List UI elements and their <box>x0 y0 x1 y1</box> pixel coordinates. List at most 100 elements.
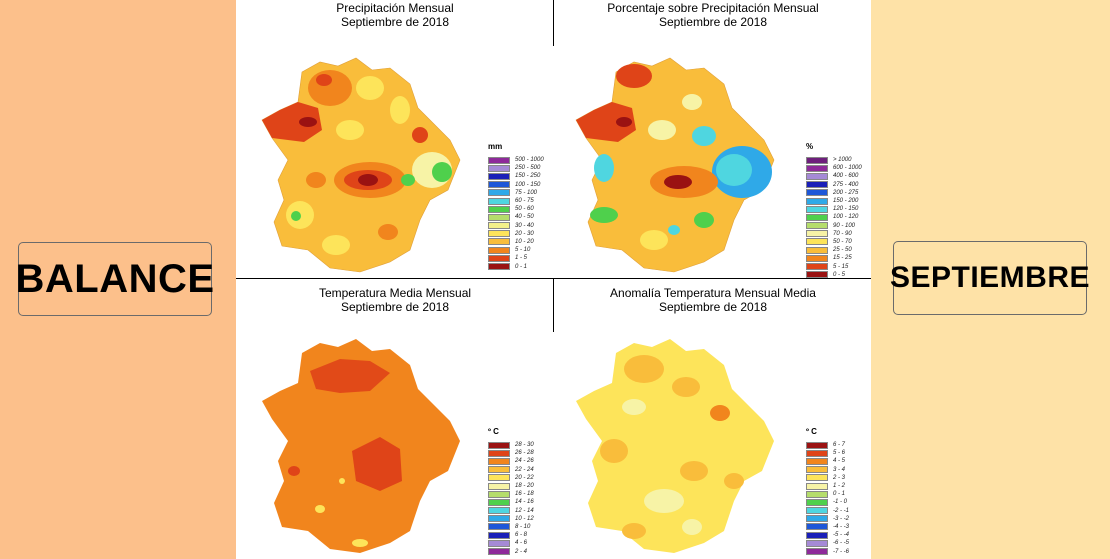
legend-item: 28 - 30 <box>488 441 534 449</box>
legend-label: 100 - 150 <box>515 181 541 188</box>
legend-swatch <box>488 172 510 180</box>
legend-unit: mm <box>488 142 503 151</box>
legend-label: -7 - -6 <box>833 548 850 555</box>
legend-label: 4 - 6 <box>515 540 528 547</box>
legend-swatch <box>806 164 828 172</box>
legend-label: 50 - 60 <box>515 206 534 213</box>
legend-swatch <box>488 238 510 246</box>
legend-label: 500 - 1000 <box>515 157 544 164</box>
legend-swatch <box>806 246 828 254</box>
legend-swatch <box>488 246 510 254</box>
legend-item: 5 - 10 <box>488 246 544 254</box>
legend-label: 5 - 10 <box>515 247 531 254</box>
panel-mean-temperature: Temperatura Media Mensual Septiembre de … <box>236 279 554 558</box>
legend-label: 0 - 5 <box>833 271 846 278</box>
legend-label: 20 - 22 <box>515 474 534 481</box>
legend-swatch <box>488 474 510 482</box>
legend-swatch <box>488 531 510 539</box>
legend-item: 90 - 100 <box>806 222 862 230</box>
panel-subtitle: Septiembre de 2018 <box>340 15 450 29</box>
panel-title: Anomalía Temperatura Mensual Media <box>610 286 816 300</box>
legend-item: 250 - 500 <box>488 164 544 172</box>
mean-temperature-map <box>262 339 460 553</box>
legend-label: 200 - 275 <box>833 189 859 196</box>
legend-label: 75 - 100 <box>515 189 538 196</box>
legend-item: -3 - -2 <box>806 515 849 523</box>
legend-item: -2 - -1 <box>806 507 849 515</box>
legend-label: -2 - -1 <box>833 507 850 514</box>
legend-item: 15 - 25 <box>806 254 862 262</box>
legend-item: 12 - 14 <box>488 507 534 515</box>
legend-label: 70 - 90 <box>833 230 852 237</box>
left-side-panel <box>0 0 236 559</box>
legend-swatch <box>488 498 510 506</box>
panel-title: Precipitación Mensual <box>336 1 454 15</box>
legend-swatch <box>488 457 510 465</box>
legend-swatch <box>488 197 510 205</box>
legend-label: 2 - 3 <box>833 474 846 481</box>
legend-item: 100 - 120 <box>806 213 862 221</box>
legend-label: 25 - 50 <box>833 247 852 254</box>
legend-item: -1 - 0 <box>806 498 849 506</box>
panel-subtitle: Septiembre de 2018 <box>658 15 768 29</box>
legend-label: 3 - 4 <box>833 466 846 473</box>
legend-item: -7 - -6 <box>806 547 850 556</box>
legend-item: 20 - 22 <box>488 474 534 482</box>
legend-swatch <box>806 230 828 238</box>
legend-label: > 1000 <box>833 157 852 164</box>
legend-swatch <box>806 482 828 490</box>
precipitation-map <box>261 57 461 273</box>
legend-label: -4 - -3 <box>833 523 850 530</box>
legend-swatch <box>806 539 828 547</box>
legend-label: 60 - 75 <box>515 198 534 205</box>
balance-label: BALANCE <box>15 242 214 316</box>
legend-swatch <box>806 222 828 230</box>
legend-swatch <box>488 548 510 556</box>
panel-subtitle: Septiembre de 2018 <box>658 300 768 314</box>
legend-label: 0 - 1 <box>833 491 846 498</box>
legend-swatch <box>806 457 828 465</box>
legend-label: 50 - 70 <box>833 238 852 245</box>
legend-label: 150 - 250 <box>515 173 541 180</box>
legend-label: 1 - 5 <box>515 255 528 262</box>
legend-swatch <box>488 164 510 172</box>
legend-label: -5 - -4 <box>833 532 850 539</box>
legend-unit: º C <box>806 427 817 436</box>
legend-swatch <box>488 156 510 164</box>
legend-label: 400 - 600 <box>833 173 859 180</box>
legend-item: 4 - 5 <box>806 457 849 465</box>
legend-item: 2 - 4 <box>488 547 534 556</box>
legend-swatch <box>806 254 828 262</box>
legend-item: 200 - 275 <box>806 189 862 197</box>
legend-unit: º C <box>488 427 499 436</box>
legend-mean-temperature: º C 28 - 30 26 - 28 24 - 26 22 - 24 20 - 22 1… <box>488 427 534 556</box>
legend-swatch <box>806 531 828 539</box>
legend-swatch <box>806 172 828 180</box>
legend-label: 20 - 30 <box>515 230 534 237</box>
legend-swatch <box>806 474 828 482</box>
legend-precipitation: mm 500 - 1000 250 - 500 150 - 250 100 - 150… <box>488 142 544 271</box>
legend-swatch <box>806 466 828 474</box>
legend-swatch <box>488 205 510 213</box>
legend-label: 24 - 26 <box>515 458 534 465</box>
legend-swatch <box>488 466 510 474</box>
legend-item: 1 - 5 <box>488 254 544 262</box>
legend-label: 250 - 500 <box>515 165 541 172</box>
legend-item: 26 - 28 <box>488 449 534 457</box>
legend-label: 40 - 50 <box>515 214 534 221</box>
legend-label: 15 - 25 <box>833 255 852 262</box>
legend-item: 500 - 1000 <box>488 156 544 164</box>
panel-title: Porcentaje sobre Precipitación Mensual <box>607 1 819 15</box>
legend-swatch <box>488 482 510 490</box>
legend-label: 0 - 1 <box>515 263 528 270</box>
legend-label: 22 - 24 <box>515 466 534 473</box>
legend-label: 100 - 120 <box>833 214 859 221</box>
legend-swatch <box>806 213 828 221</box>
precipitation-percentage-map <box>575 57 775 273</box>
legend-swatch <box>806 181 828 189</box>
legend-item: 6 - 7 <box>806 441 849 449</box>
legend-swatch <box>488 507 510 515</box>
legend-label: 1 - 2 <box>833 483 846 490</box>
legend-swatch <box>806 515 828 523</box>
legend-item: 2 - 3 <box>806 474 849 482</box>
